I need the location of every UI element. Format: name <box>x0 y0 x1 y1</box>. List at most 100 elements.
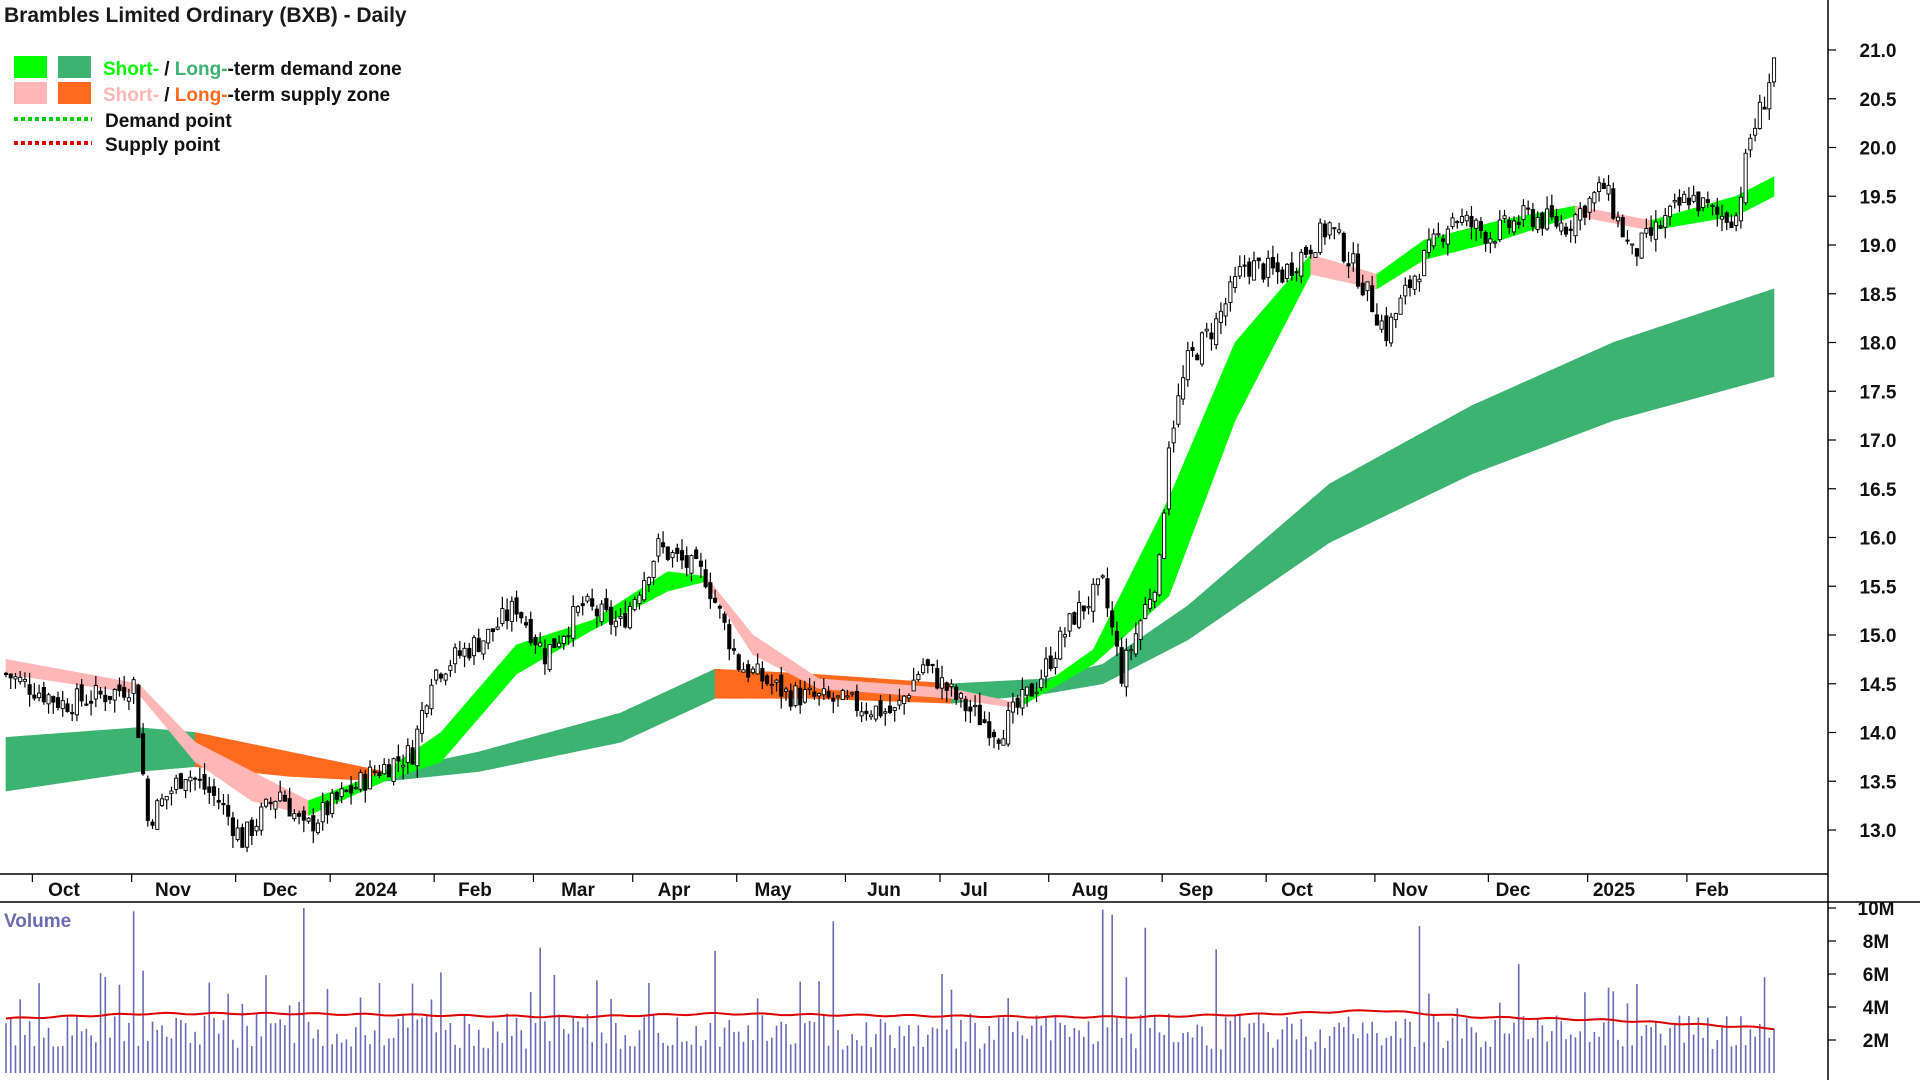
long-term-zone-segment <box>1003 680 1009 699</box>
candle-body-up <box>1417 278 1422 283</box>
long-term-zone-segment <box>1159 621 1165 655</box>
long-term-zone-segment <box>1475 401 1482 473</box>
candle-body-down <box>193 777 198 780</box>
long-term-zone-segment <box>1362 462 1368 527</box>
candle-body-up <box>1644 228 1649 234</box>
short-term-zone-segment <box>1267 297 1274 357</box>
candle-body-up <box>254 825 259 832</box>
long-term-zone-segment <box>587 720 593 750</box>
short-term-zone-segment <box>1395 256 1401 278</box>
candle-body-up <box>1091 583 1096 612</box>
candle-body-down <box>84 703 89 706</box>
long-term-zone-segment <box>700 673 706 706</box>
short-term-zone-segment <box>459 704 465 741</box>
long-term-zone-segment <box>511 741 517 766</box>
short-term-zone-segment <box>1674 212 1680 227</box>
candle-body-down <box>675 547 680 554</box>
short-term-zone-segment <box>889 683 896 695</box>
candle-body-up <box>22 678 27 682</box>
candle-body-up <box>424 705 429 715</box>
candle-body-up <box>1667 205 1673 218</box>
long-term-zone-segment <box>71 731 78 782</box>
long-term-zone-segment <box>147 728 153 772</box>
short-term-zone-segment <box>81 672 87 687</box>
long-term-zone-segment <box>246 742 253 773</box>
long-term-zone-segment <box>52 733 59 785</box>
date-tick-label: Feb <box>1695 880 1729 901</box>
candle-body-up <box>509 600 514 622</box>
long-term-zone-segment <box>1163 618 1170 653</box>
long-term-zone-segment <box>1745 296 1751 385</box>
candle-body-up <box>1511 220 1517 233</box>
candle-body-down <box>760 668 765 682</box>
date-tick-label: Feb <box>458 880 492 901</box>
candle-body-up <box>500 608 505 625</box>
long-term-zone-segment <box>48 733 54 786</box>
legend-supply-point: Supply point <box>105 135 221 156</box>
candle-body-down <box>55 697 61 708</box>
candle-body-up <box>1748 137 1753 151</box>
long-term-zone-segment <box>648 697 654 730</box>
candle-body-down <box>287 798 292 817</box>
candle-body-up <box>37 692 42 699</box>
short-term-zone-segment <box>582 621 588 637</box>
long-term-zone-segment <box>1731 301 1737 389</box>
long-term-zone-segment <box>993 680 1000 700</box>
long-term-zone-segment <box>161 729 168 770</box>
candle-body-up <box>1431 233 1436 247</box>
long-term-zone-segment <box>95 730 101 779</box>
candle-body-up <box>911 679 916 692</box>
short-term-zone-segment <box>199 744 205 769</box>
candle-body-up <box>1653 221 1658 240</box>
date-tick-label: Dec <box>263 880 298 901</box>
candle-body-down <box>226 804 231 817</box>
candle-body-up <box>1138 620 1143 640</box>
long-term-zone-segment <box>336 761 342 780</box>
candle-body-down <box>727 624 732 650</box>
candle-body-up <box>755 663 760 675</box>
long-term-zone-segment <box>520 738 527 764</box>
candle-body-up <box>263 798 269 807</box>
long-term-zone-segment <box>1310 495 1316 556</box>
long-term-zone-segment <box>1286 515 1293 573</box>
candle-body-down <box>1303 247 1309 255</box>
long-term-zone-segment <box>1367 459 1373 525</box>
long-term-zone-segment <box>1173 611 1179 648</box>
long-term-zone-segment <box>128 727 134 774</box>
candle-body-up <box>949 683 954 688</box>
candle-body-down <box>609 606 614 625</box>
long-term-zone-segment <box>1669 321 1676 406</box>
long-term-zone-segment <box>563 726 569 755</box>
short-term-zone-segment <box>1277 286 1283 339</box>
candle-body-down <box>1105 578 1110 609</box>
short-term-zone-segment <box>502 654 508 692</box>
long-term-zone-segment <box>1225 568 1231 615</box>
candle-body-down <box>722 613 727 623</box>
candle-body-down <box>249 819 254 837</box>
candle-body-down <box>717 605 722 609</box>
short-term-zone-segment <box>918 685 924 697</box>
candle-body-up <box>306 817 311 822</box>
long-term-zone-segment <box>1575 356 1581 436</box>
date-tick-label: Apr <box>658 880 691 901</box>
candle-body-up <box>627 606 633 629</box>
short-term-zone-segment <box>880 683 886 694</box>
long-term-zone-segment <box>1764 290 1770 380</box>
candle-body-down <box>996 739 1001 744</box>
short-term-zone-segment <box>1130 564 1137 631</box>
short-term-zone-segment <box>71 671 78 685</box>
short-term-zone-segment <box>506 649 513 686</box>
short-term-zone-segment <box>435 731 442 764</box>
candle-body-up <box>1228 281 1233 303</box>
candle-body-up <box>315 822 321 834</box>
volume-title: Volume <box>4 911 71 932</box>
candle-body-up <box>774 679 779 683</box>
candle-body-down <box>1686 197 1691 206</box>
candle-body-up <box>1053 658 1058 669</box>
candle-body-down <box>963 698 968 712</box>
candle-body-down <box>1374 314 1379 326</box>
short-term-zone-segment <box>525 639 532 670</box>
long-term-zone-segment <box>487 747 494 770</box>
candle-body-down <box>1483 231 1488 244</box>
candle-body-up <box>1521 205 1526 220</box>
